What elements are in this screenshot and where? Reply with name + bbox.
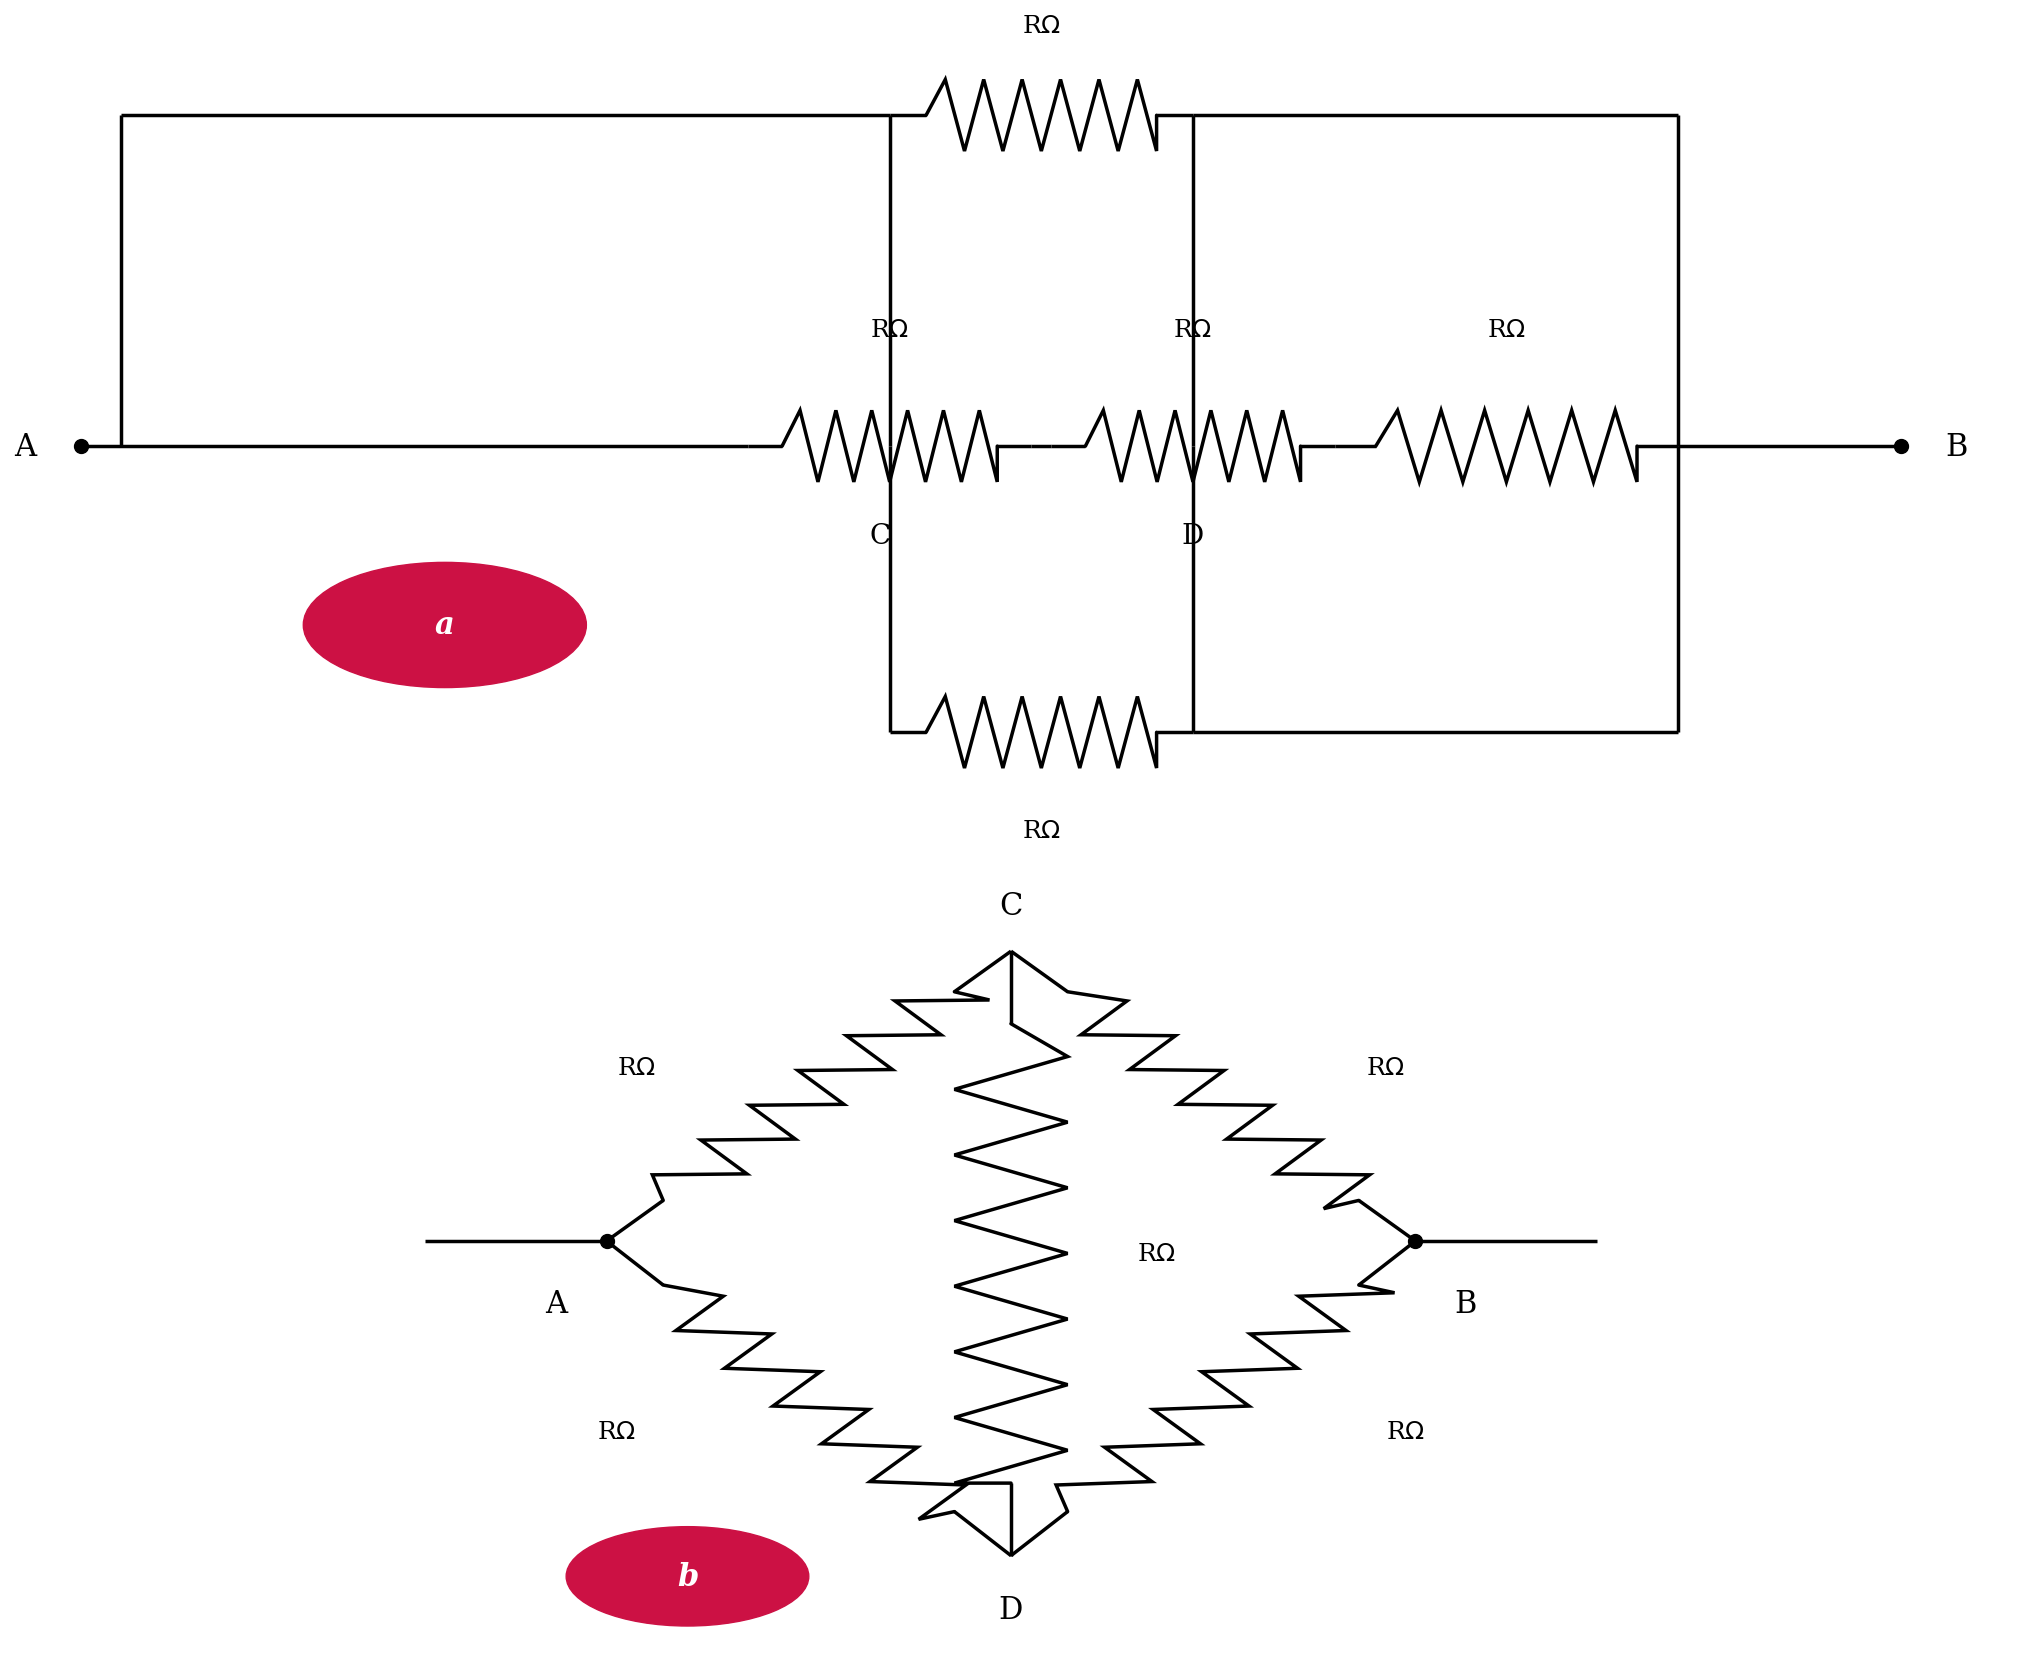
Text: C: C — [999, 890, 1023, 922]
Circle shape — [303, 563, 586, 688]
Text: A: A — [14, 432, 36, 462]
Text: R$\Omega$: R$\Omega$ — [1136, 1243, 1177, 1264]
Text: R$\Omega$: R$\Omega$ — [1021, 819, 1062, 842]
Text: D: D — [999, 1594, 1023, 1625]
Text: R$\Omega$: R$\Omega$ — [1486, 319, 1527, 343]
Text: B: B — [1945, 432, 1967, 462]
Text: b: b — [677, 1561, 698, 1592]
Circle shape — [566, 1526, 809, 1625]
Text: R$\Omega$: R$\Omega$ — [596, 1420, 637, 1443]
Text: C: C — [869, 523, 890, 549]
Text: R$\Omega$: R$\Omega$ — [1385, 1420, 1426, 1443]
Text: R$\Omega$: R$\Omega$ — [1365, 1056, 1405, 1079]
Text: R$\Omega$: R$\Omega$ — [617, 1056, 657, 1079]
Text: A: A — [546, 1288, 566, 1319]
Text: B: B — [1454, 1288, 1478, 1319]
Text: R$\Omega$: R$\Omega$ — [1021, 15, 1062, 38]
Text: R$\Omega$: R$\Omega$ — [869, 319, 910, 343]
Text: R$\Omega$: R$\Omega$ — [1173, 319, 1213, 343]
Text: a: a — [435, 611, 455, 640]
Text: D: D — [1181, 523, 1205, 549]
